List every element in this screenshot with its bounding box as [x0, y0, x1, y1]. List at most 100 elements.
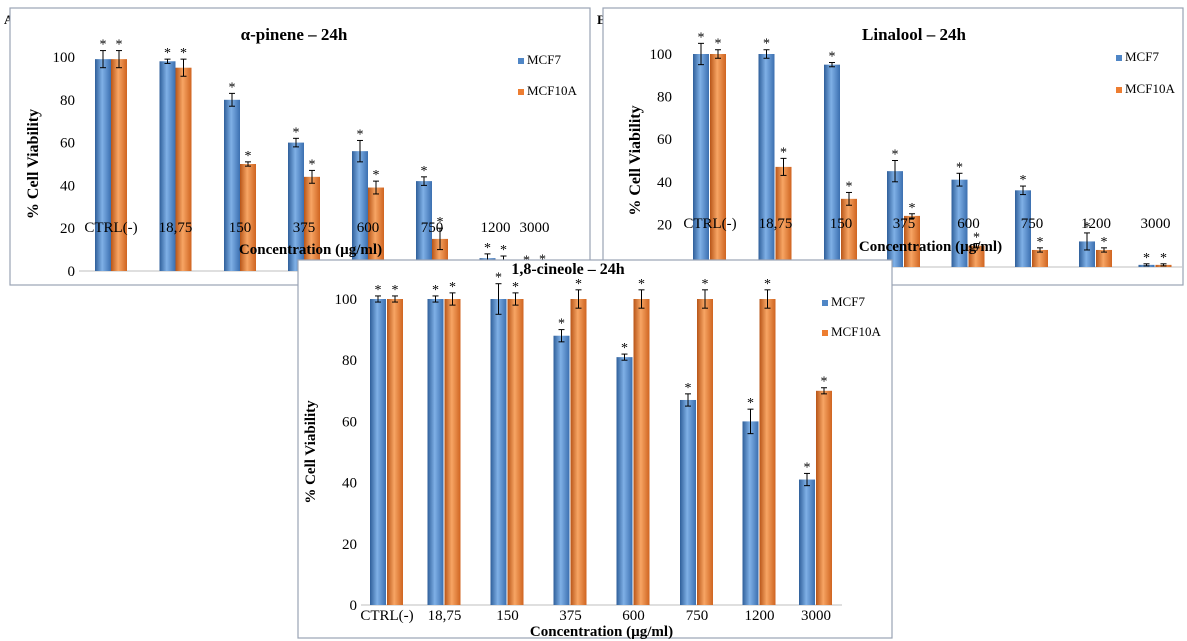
bar-mcf10a-6 — [1096, 249, 1112, 267]
legend-label: MCF10A — [527, 83, 577, 98]
x-tick-label: 1200 — [745, 608, 775, 624]
x-tick-label: CTRL(-) — [360, 608, 413, 624]
significance-star: * — [437, 215, 444, 230]
bar-mcf7-0 — [370, 299, 386, 605]
chart-panel-1: 020406080100**CTRL(-)**18,75**150**375**… — [602, 7, 1184, 286]
x-tick-label: 375 — [893, 216, 916, 232]
y-tick-label: 100 — [335, 292, 358, 308]
x-axis-label: Concentration (µg/ml) — [859, 239, 1002, 255]
significance-star: * — [892, 148, 899, 163]
bar-mcf7-6 — [742, 421, 759, 605]
legend-label: MCF10A — [1125, 81, 1175, 96]
significance-star: * — [116, 38, 123, 53]
y-axis-label: % Cell Viability — [627, 105, 644, 215]
y-tick-label: 80 — [342, 353, 357, 369]
y-tick-label: 20 — [657, 217, 672, 233]
chart-panel-0: 0 20 40 60 80 100 * * CTRL(-) * * 18,75 * * 150 * * 375 * *… — [9, 7, 591, 286]
significance-star: * — [685, 381, 692, 396]
significance-star: * — [909, 201, 916, 216]
significance-star: * — [180, 46, 187, 61]
x-tick-label: 600 — [622, 608, 645, 624]
bar-mcf7-4 — [951, 179, 968, 267]
legend-label: MCF7 — [527, 52, 561, 67]
significance-star: * — [558, 317, 565, 332]
bar-mcf7-2 — [490, 299, 507, 605]
y-axis-label: % Cell Viability — [303, 400, 319, 504]
bar-mcf7-5 — [1015, 190, 1031, 267]
significance-star: * — [702, 277, 709, 292]
x-tick-label: 1200 — [481, 220, 511, 236]
significance-star: * — [973, 231, 980, 246]
legend-swatch — [822, 300, 828, 306]
x-tick-label: 375 — [293, 220, 316, 236]
significance-star: * — [804, 460, 811, 475]
bar-mcf10a-7 — [816, 390, 832, 605]
significance-star: * — [638, 277, 645, 292]
y-tick-label: 80 — [60, 93, 75, 109]
y-tick-label: 60 — [342, 414, 357, 430]
x-tick-label: 3000 — [801, 608, 831, 624]
legend-label: MCF10A — [831, 324, 881, 339]
y-axis-label: % Cell Viability — [25, 109, 42, 219]
x-tick-label: 150 — [830, 216, 853, 232]
significance-star: * — [512, 280, 519, 295]
significance-star: * — [500, 243, 507, 258]
bar-mcf7-3 — [553, 335, 570, 605]
bar-mcf10a-2 — [841, 198, 857, 267]
legend-swatch — [1116, 87, 1122, 93]
y-tick-label: 40 — [657, 175, 672, 191]
bar-mcf7-2 — [224, 99, 240, 271]
bar-mcf10a-3 — [570, 299, 587, 605]
y-tick-label: 40 — [60, 178, 75, 194]
chart-title: 1,8-cineole – 24h — [511, 261, 624, 278]
significance-star: * — [829, 50, 836, 65]
y-tick-label: 60 — [657, 132, 672, 148]
legend-swatch — [822, 330, 828, 336]
bar-mcf7-4 — [352, 151, 368, 271]
significance-star: * — [621, 341, 628, 356]
bar-mcf10a-4 — [968, 245, 985, 267]
y-tick-label: 0 — [68, 264, 76, 280]
significance-star: * — [100, 38, 107, 53]
significance-star: * — [1020, 173, 1027, 188]
significance-star: * — [780, 145, 787, 160]
x-tick-label: CTRL(-) — [84, 220, 137, 236]
significance-star: * — [421, 164, 428, 179]
bar-mcf10a-2 — [240, 164, 256, 271]
significance-star: * — [715, 37, 722, 52]
significance-star: * — [1143, 251, 1150, 266]
y-tick-label: 80 — [657, 90, 672, 106]
bar-mcf10a-0 — [710, 54, 726, 267]
bar-mcf10a-5 — [1032, 249, 1048, 267]
chart-panel-2: 0 20 40 60 80 100 * * CTRL(-) * * 18,75 * * 150 * * 375 * *… — [297, 259, 893, 640]
bar-mcf10a-1 — [775, 166, 792, 267]
chart-title: Linalool – 24h — [862, 25, 966, 44]
significance-star: * — [309, 157, 316, 172]
y-tick-label: 20 — [60, 221, 75, 237]
bar-mcf10a-6 — [759, 299, 776, 605]
significance-star: * — [821, 375, 828, 390]
significance-star: * — [956, 160, 963, 175]
x-tick-label: 750 — [421, 220, 444, 236]
legend-swatch — [1116, 55, 1122, 61]
significance-star: * — [1037, 235, 1044, 250]
chart-title: α-pinene – 24h — [241, 25, 348, 44]
significance-star: * — [164, 46, 171, 61]
bar-mcf7-3 — [288, 142, 304, 271]
x-tick-label: 3000 — [1141, 216, 1171, 232]
significance-star: * — [1101, 235, 1108, 250]
significance-star: * — [357, 127, 364, 142]
significance-star: * — [375, 283, 382, 298]
x-tick-label: 1200 — [1081, 216, 1111, 232]
significance-star: * — [245, 149, 252, 164]
significance-star: * — [449, 280, 456, 295]
significance-star: * — [747, 396, 754, 411]
significance-star: * — [392, 283, 399, 298]
significance-star: * — [575, 277, 582, 292]
significance-star: * — [432, 283, 439, 298]
bar-mcf7-3 — [887, 171, 903, 267]
legend-swatch — [518, 89, 524, 95]
bar-mcf10a-1 — [444, 299, 461, 605]
x-axis-label: Concentration (µg/ml) — [530, 624, 673, 640]
